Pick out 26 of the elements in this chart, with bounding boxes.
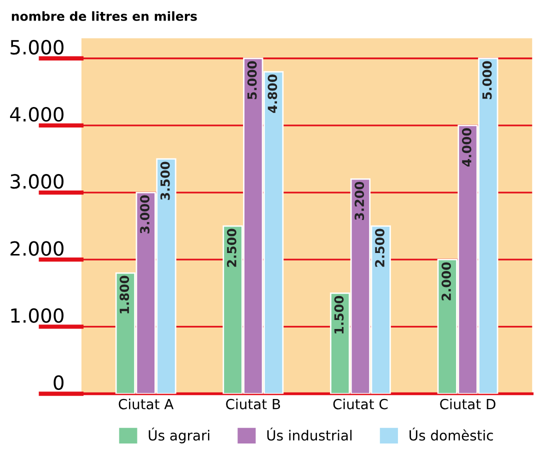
y-tick-label: 0 bbox=[54, 375, 64, 390]
data-label: 1.500 bbox=[334, 296, 344, 334]
data-label: 4.800 bbox=[268, 74, 278, 113]
data-label: 4.000 bbox=[462, 128, 472, 167]
data-label: 2.500 bbox=[375, 228, 384, 267]
data-label: 3.200 bbox=[354, 182, 364, 220]
data-label: 5.000 bbox=[247, 61, 257, 100]
data-label: 5.000 bbox=[482, 61, 492, 100]
data-label: 2.000 bbox=[442, 262, 451, 300]
x-tick-label: Ciutat D bbox=[440, 398, 496, 410]
y-tick-label: 5.000 bbox=[10, 40, 64, 55]
x-tick-label: Ciutat C bbox=[333, 398, 388, 410]
x-tick-label: Ciutat A bbox=[118, 398, 174, 410]
y-tick-label: 2.000 bbox=[10, 241, 64, 256]
y-tick-label: 4.000 bbox=[10, 106, 64, 122]
x-tick-label: Ciutat B bbox=[226, 398, 280, 410]
legend-label: Ús agrari bbox=[148, 428, 210, 444]
data-label: 3.000 bbox=[140, 195, 150, 234]
data-label: 2.500 bbox=[226, 228, 236, 267]
y-tick-label: 1.000 bbox=[11, 308, 64, 323]
data-label: 3.500 bbox=[160, 162, 170, 200]
legend-label: Ús domèstic bbox=[410, 428, 493, 441]
y-tick-label: 3.000 bbox=[10, 174, 64, 189]
data-label: 1.800 bbox=[120, 276, 130, 314]
y-axis-title: nombre de litres en milers bbox=[12, 11, 197, 21]
legend-label: Ús industrial bbox=[267, 428, 352, 441]
